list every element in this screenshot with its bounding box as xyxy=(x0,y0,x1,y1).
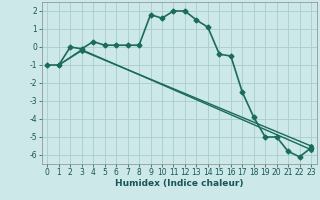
X-axis label: Humidex (Indice chaleur): Humidex (Indice chaleur) xyxy=(115,179,244,188)
